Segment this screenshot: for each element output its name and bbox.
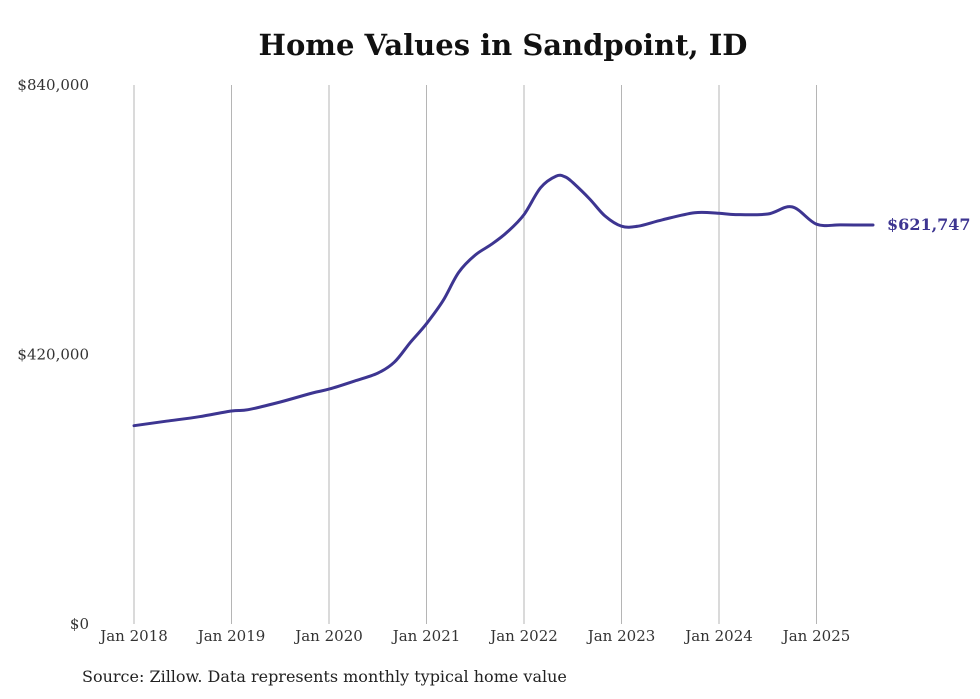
vertical-gridlines	[133, 85, 817, 624]
x-tick-label: Jan 2022	[488, 627, 558, 645]
x-tick-label: Jan 2018	[98, 627, 168, 645]
x-tick-label: Jan 2024	[683, 627, 753, 645]
home-value-line	[132, 173, 875, 428]
x-axis-ticks: Jan 2018 Jan 2019 Jan 2020 Jan 2021 Jan 2022…	[98, 627, 850, 645]
y-tick-label: $840,000	[17, 76, 89, 94]
end-value-label: $621,747	[887, 215, 971, 234]
source-note: Source: Zillow. Data represents monthly …	[82, 667, 567, 686]
y-tick-label: $420,000	[17, 346, 89, 364]
x-tick-label: Jan 2020	[293, 627, 363, 645]
x-tick-label: Jan 2023	[586, 627, 656, 645]
x-tick-label: Jan 2021	[391, 627, 461, 645]
y-axis-ticks: $840,000 $420,000 $0	[17, 76, 89, 633]
y-tick-label: $0	[70, 615, 89, 633]
x-tick-label: Jan 2019	[196, 627, 266, 645]
chart-title: Home Values in Sandpoint, ID	[258, 28, 748, 62]
x-tick-label: Jan 2025	[781, 627, 851, 645]
